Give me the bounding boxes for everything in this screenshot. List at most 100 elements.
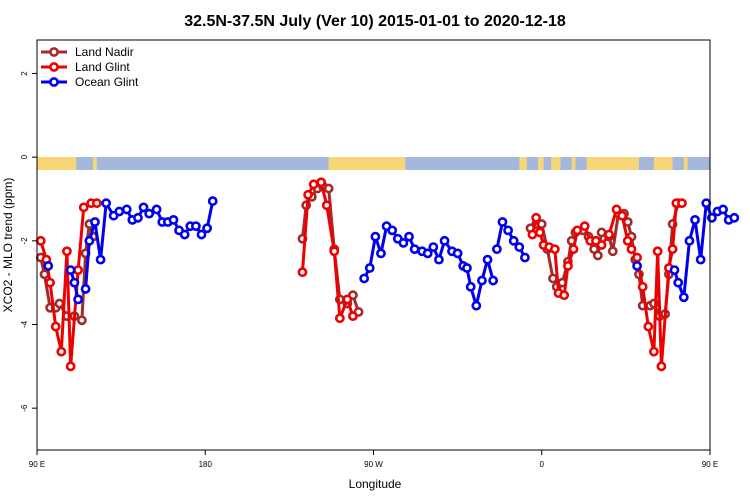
ocean-glint-point [370,231,381,242]
y-tick-label: 2 [20,71,29,76]
ocean-glint-point [684,235,695,246]
ocean-glint-point [90,217,100,227]
ocean-glint-point [84,235,95,246]
chart-title: 32.5N-37.5N July (Ver 10) 2015-01-01 to … [184,13,566,30]
ocean-glint-point [409,244,420,255]
land-glint-point [321,200,332,211]
ocean-glint-point [359,273,370,284]
y-tick-label: -2 [20,237,29,245]
y-tick-label: 0 [20,154,29,159]
ocean-glint-point [465,281,476,292]
land-glint-point [579,221,590,232]
land-glint-point [617,210,628,221]
legend-label: Ocean Glint [75,75,139,89]
land-glint-point [611,204,622,215]
ocean-glint-point [179,229,190,240]
legend-swatch-marker [49,77,59,87]
ocean-glint-point [196,229,207,240]
land-glint-point [316,177,327,188]
land-glint-point [572,225,583,236]
ocean-glint-point [151,204,162,215]
ocean-glint-point [202,223,213,234]
ocean-glint-point [439,235,450,246]
ocean-glint-point [632,261,642,271]
ocean-glint-point [462,263,472,273]
land-glint-point [626,244,637,255]
land-glint-point [65,361,76,372]
land-nadir-point [323,183,334,194]
ocean-glint-point [422,248,433,259]
ocean-glint-point [121,204,132,215]
ocean-glint-point [133,212,143,223]
x-axis-label: Longitude [349,477,402,491]
ocean-glint-point [514,242,525,252]
ocean-glint-point [452,248,463,259]
land-glint-point [348,311,358,322]
land-nadir-point [76,315,87,326]
ocean-glint-point [503,225,513,236]
land-glint-point [50,321,61,332]
land-glint-point [652,246,663,257]
ocean-glint-point [471,300,482,311]
land-glint-point [35,235,46,246]
land-glint-point [667,244,678,255]
ocean-glint-point [387,225,398,236]
land-glint-point [527,229,538,240]
land-glint-point [649,346,659,357]
land-nadir-point [607,246,618,257]
land-glint-point [563,261,573,271]
land-glint-point [91,198,102,209]
ocean-glint-point [364,263,375,273]
x-tick-label: 90 E [29,460,45,469]
land-band-segment [683,157,688,170]
y-tick-label: -6 [20,404,29,412]
land-glint-point [308,179,319,190]
series-layer [35,177,740,372]
land-glint-point [531,212,542,223]
ocean-glint-point [701,198,712,209]
y-axis-label: XCO2 - MLO trend (ppm) [1,178,15,313]
legend-item-land-nadir: Land Nadir [41,45,134,59]
ocean-glint-point [669,265,680,276]
ocean-glint-point [114,206,125,217]
land-glint-point [45,277,55,288]
land-ocean-band [37,157,710,170]
legend-label: Land Nadir [75,45,134,59]
land-glint-point [604,229,614,240]
ocean-glint-point [482,254,493,265]
land-glint-point [632,252,642,263]
ocean-glint-point [144,208,155,219]
land-glint-point [303,189,313,200]
land-band-segment [519,157,527,170]
land-glint-point [568,244,579,255]
ocean-glint-point [168,214,179,225]
land-nadir-point [596,227,607,238]
land-glint-point [297,267,308,278]
ocean-glint-point [101,198,112,209]
legend-item-land-glint: Land Glint [41,60,130,74]
ocean-glint-series [43,196,740,311]
land-glint-point [637,281,648,292]
land-nadir-point [592,250,603,261]
land-nadir-series [35,181,684,326]
ocean-glint-point [404,231,414,242]
ocean-glint-point [73,294,84,305]
land-nadir-point [54,298,65,309]
land-glint-point [559,290,570,301]
ocean-glint-point [95,254,106,265]
land-glint-point [596,240,607,250]
ocean-glint-point [491,244,502,255]
ocean-glint-point [376,248,386,259]
ocean-glint-point [695,254,706,265]
land-nadir-point [548,273,558,284]
land-glint-series [35,177,687,372]
x-tick-label: 180 [199,460,213,469]
land-band-segment [571,157,576,170]
y-axis: 2 0 -2 -4 -6 [20,71,37,412]
land-band-segment [653,157,673,170]
land-glint-point [622,235,633,246]
ocean-glint-point [43,261,54,271]
ocean-glint-point [207,196,218,206]
